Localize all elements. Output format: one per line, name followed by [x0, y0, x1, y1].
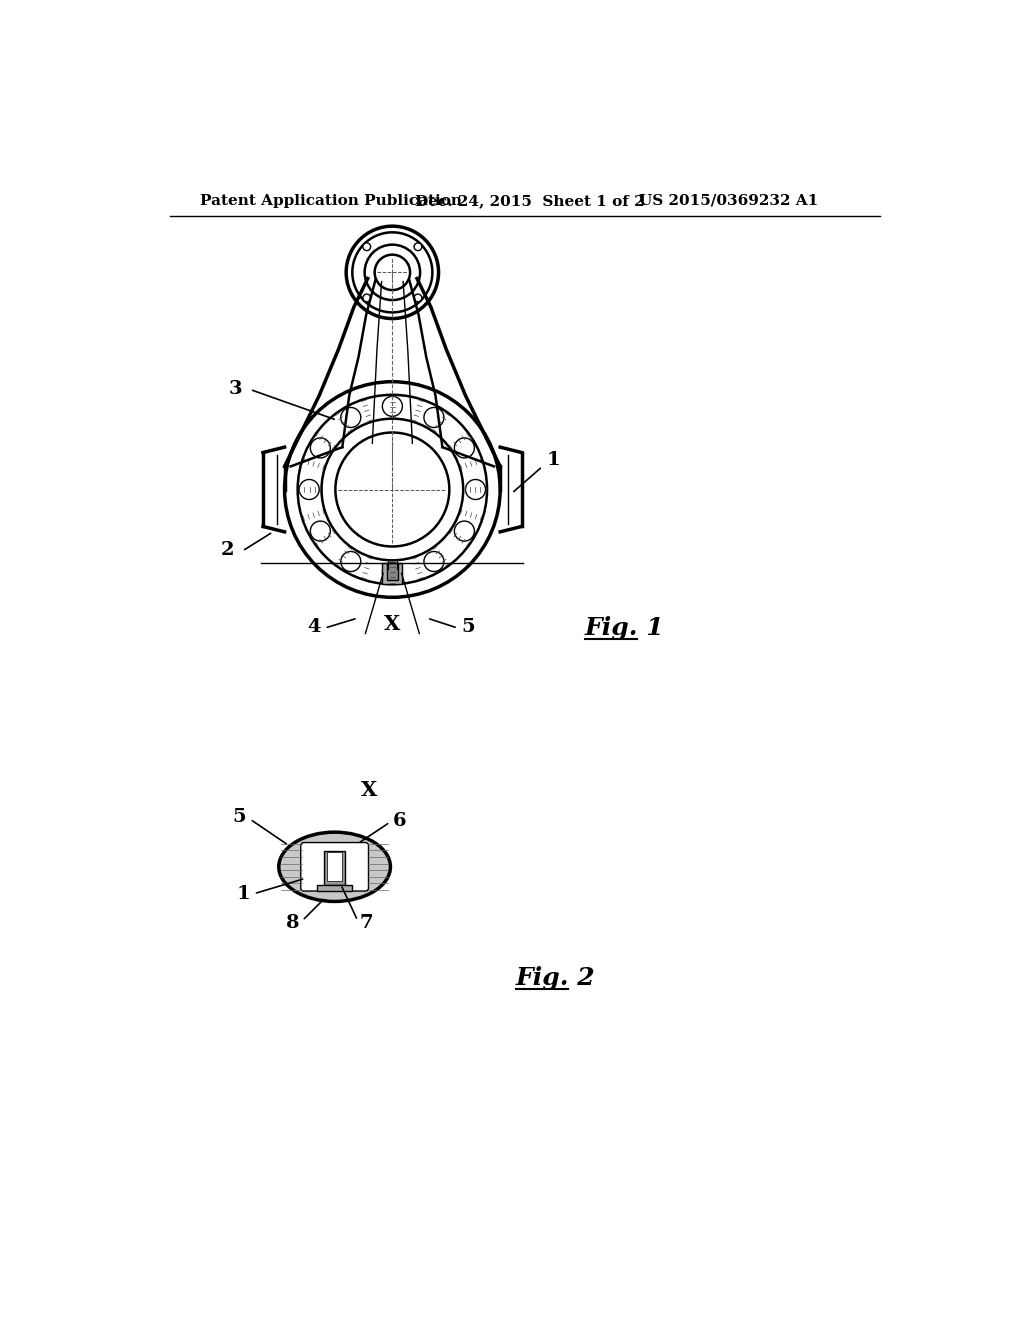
Bar — [324, 850, 345, 886]
Text: 5: 5 — [232, 808, 246, 826]
Text: Fig. 2: Fig. 2 — [515, 966, 595, 990]
Circle shape — [375, 255, 410, 290]
Bar — [316, 886, 352, 891]
Circle shape — [299, 479, 319, 499]
Circle shape — [346, 226, 438, 318]
Text: 2: 2 — [221, 541, 234, 558]
Circle shape — [455, 521, 474, 541]
Bar — [387, 562, 397, 579]
Circle shape — [414, 294, 422, 302]
Circle shape — [414, 243, 422, 251]
Text: 5: 5 — [462, 618, 475, 635]
Circle shape — [424, 552, 444, 572]
Text: X: X — [384, 614, 400, 634]
Text: Dec. 24, 2015  Sheet 1 of 2: Dec. 24, 2015 Sheet 1 of 2 — [416, 194, 645, 207]
Text: Patent Application Publication: Patent Application Publication — [200, 194, 462, 207]
Circle shape — [466, 479, 485, 499]
Circle shape — [341, 552, 360, 572]
Circle shape — [341, 408, 360, 428]
Text: 7: 7 — [359, 913, 373, 932]
FancyBboxPatch shape — [301, 842, 369, 891]
Text: 1: 1 — [547, 451, 560, 469]
Circle shape — [455, 438, 474, 458]
Text: US 2015/0369232 A1: US 2015/0369232 A1 — [639, 194, 818, 207]
Text: 4: 4 — [307, 618, 321, 635]
Circle shape — [336, 433, 450, 546]
Circle shape — [382, 562, 402, 582]
Text: 6: 6 — [393, 812, 407, 829]
Text: Fig. 1: Fig. 1 — [585, 616, 665, 640]
Circle shape — [362, 294, 371, 302]
Circle shape — [362, 243, 371, 251]
Circle shape — [382, 396, 402, 416]
Text: 3: 3 — [228, 380, 243, 399]
Circle shape — [310, 521, 331, 541]
Ellipse shape — [279, 832, 390, 902]
Bar — [327, 853, 342, 882]
Circle shape — [310, 438, 331, 458]
Text: 8: 8 — [287, 913, 300, 932]
Bar — [382, 562, 402, 585]
Text: X: X — [361, 780, 378, 800]
Circle shape — [424, 408, 444, 428]
Text: 1: 1 — [237, 884, 250, 903]
Circle shape — [285, 381, 500, 597]
